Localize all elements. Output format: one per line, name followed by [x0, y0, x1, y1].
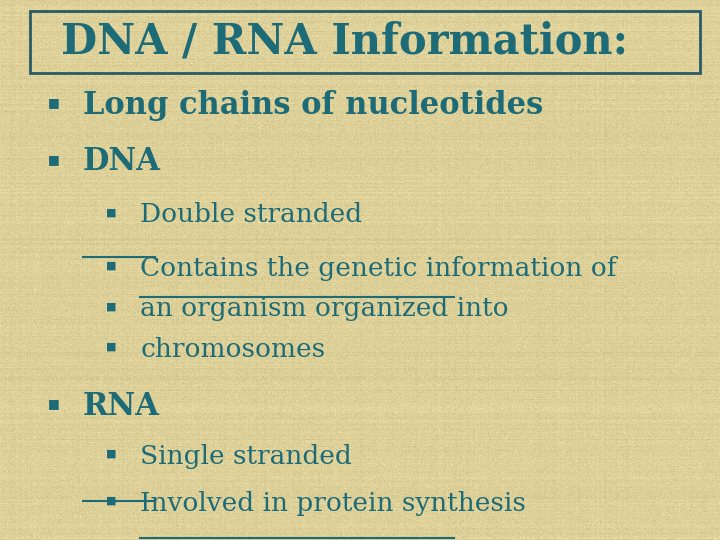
Text: ■: ■ — [107, 301, 117, 311]
Text: Involved in protein synthesis: Involved in protein synthesis — [140, 491, 526, 516]
Text: ■: ■ — [107, 261, 117, 271]
Text: chromosomes: chromosomes — [140, 337, 325, 362]
Text: DNA: DNA — [83, 146, 161, 178]
Text: ■: ■ — [107, 342, 117, 352]
Text: Single stranded: Single stranded — [140, 444, 352, 469]
Text: Double stranded: Double stranded — [140, 202, 363, 227]
Text: RNA: RNA — [83, 390, 160, 422]
Text: Long chains of nucleotides: Long chains of nucleotides — [83, 90, 543, 121]
Text: ■: ■ — [48, 153, 60, 166]
Text: an organism organized into: an organism organized into — [140, 296, 509, 321]
Text: ■: ■ — [107, 449, 117, 458]
Text: ■: ■ — [107, 496, 117, 505]
Text: ■: ■ — [48, 397, 60, 410]
Text: ■: ■ — [107, 207, 117, 217]
Text: ■: ■ — [48, 96, 60, 109]
Text: DNA / RNA Information:: DNA / RNA Information: — [61, 21, 629, 63]
Text: Contains the genetic information of: Contains the genetic information of — [140, 256, 617, 281]
